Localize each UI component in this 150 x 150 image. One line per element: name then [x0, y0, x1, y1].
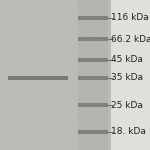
Bar: [78, 76, 108, 80]
Bar: [78, 37, 108, 41]
Text: 18. kDa: 18. kDa: [111, 128, 146, 136]
Bar: [78, 103, 108, 107]
Text: 25 kDa: 25 kDa: [111, 100, 143, 109]
Bar: [78, 130, 108, 134]
Bar: [0, 0, 111, 150]
Bar: [78, 16, 108, 20]
Text: 66.2 kDa: 66.2 kDa: [111, 34, 150, 43]
Bar: [78, 0, 108, 150]
Bar: [8, 76, 68, 80]
Bar: [78, 58, 108, 62]
Text: 35 kDa: 35 kDa: [111, 74, 143, 82]
Text: 45 kDa: 45 kDa: [111, 56, 143, 64]
Bar: [111, 0, 150, 150]
Text: 116 kDa: 116 kDa: [111, 14, 149, 22]
